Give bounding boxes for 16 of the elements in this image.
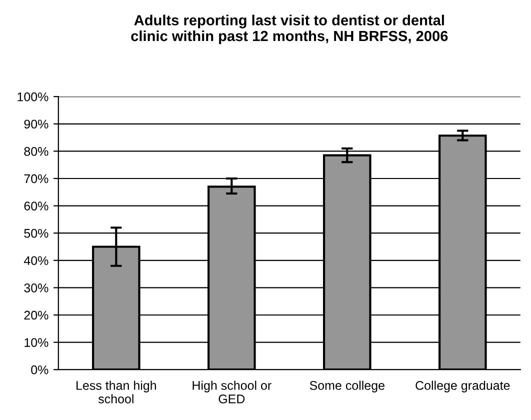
- y-tick-label: 30%: [24, 284, 48, 292]
- chart-title: Adults reporting last visit to dentist or dental clinic within past 12 months, NH BRFSS, 2006: [131, 14, 448, 44]
- y-tick-label: 70%: [24, 174, 48, 184]
- x-tick-label: Less than high school: [76, 380, 156, 404]
- y-tick-label: 50%: [24, 228, 48, 238]
- y-tick-label: 90%: [24, 120, 48, 129]
- y-tick-label: 100%: [18, 92, 48, 102]
- x-tick-label: High school or GED: [192, 380, 272, 404]
- y-tick-label: 0%: [31, 365, 48, 374]
- y-tick-label: 40%: [24, 256, 48, 266]
- y-tick-label: 60%: [24, 202, 48, 210]
- y-tick-label: 10%: [24, 338, 48, 347]
- x-tick-label: Some college: [310, 380, 384, 392]
- y-tick-label: 20%: [24, 310, 48, 320]
- y-tick-label: 80%: [24, 147, 48, 156]
- x-tick-label: College graduate: [416, 380, 510, 392]
